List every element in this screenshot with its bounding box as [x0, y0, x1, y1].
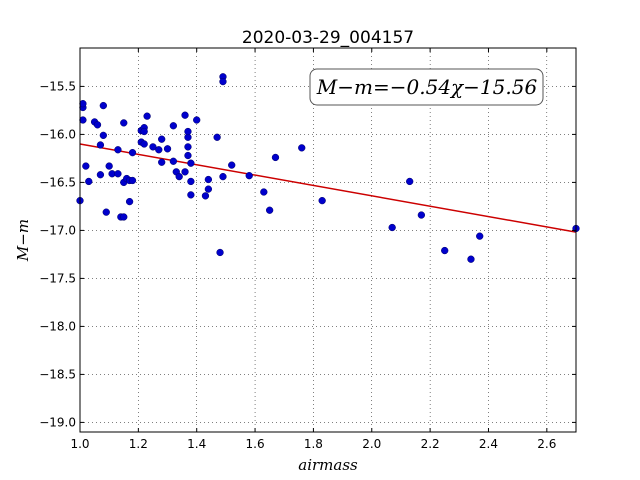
data-point: [93, 121, 102, 129]
data-point: [204, 175, 213, 184]
y-tick-label: −15.5: [39, 79, 76, 93]
y-tick-labels: −15.5 −16.0 −16.5 −17.0 −17.5 −18.0 −18.5 −19.0: [39, 79, 76, 429]
x-tick-label: 1.0: [70, 437, 89, 451]
data-point: [149, 143, 157, 151]
data-point: [163, 145, 172, 153]
data-point: [158, 135, 166, 143]
x-tick-label: 1.8: [304, 437, 323, 451]
data-point: [181, 111, 189, 119]
data-point: [476, 232, 484, 240]
axis-ticks: [79, 48, 576, 432]
data-point: [260, 188, 268, 196]
data-point: [169, 122, 178, 130]
data-point: [417, 211, 426, 219]
chart-title: 2020-03-29_004157: [242, 28, 414, 48]
data-point: [204, 185, 213, 193]
data-point: [187, 159, 195, 167]
y-tick-label: −18.5: [39, 367, 76, 381]
data-point: [169, 157, 178, 165]
axes-frame: [79, 47, 577, 433]
data-point: [102, 208, 110, 216]
data-point: [128, 148, 137, 157]
y-tick-label: −18.0: [39, 319, 76, 333]
data-point: [187, 191, 195, 199]
x-tick-label: 2.0: [362, 437, 381, 451]
data-point: [105, 162, 113, 170]
grid: [79, 48, 576, 432]
fit-equation-annotation: M−m=−0.54χ−15.56: [309, 68, 544, 106]
data-point: [467, 255, 475, 263]
y-tick-label: −17.5: [39, 271, 76, 285]
data-point: [143, 112, 151, 120]
data-point: [216, 248, 224, 257]
y-tick-label: −16.0: [39, 127, 76, 141]
data-point: [298, 144, 306, 152]
x-tick-label: 1.6: [246, 437, 265, 451]
data-point: [85, 177, 93, 186]
data-point: [213, 133, 221, 141]
data-point: [158, 158, 166, 166]
data-point: [114, 170, 122, 178]
data-point: [125, 197, 134, 206]
fit-line: [79, 143, 577, 233]
x-tick-label: 2.2: [421, 437, 440, 451]
data-point: [175, 172, 183, 181]
x-tick-label: 2.4: [479, 437, 498, 451]
annotation-text: M−m=−0.54χ−15.56: [316, 75, 538, 99]
data-point: [184, 143, 192, 151]
y-tick-label: −19.0: [39, 415, 76, 429]
data-point: [128, 176, 137, 185]
data-point: [193, 116, 201, 124]
data-point: [271, 153, 280, 162]
data-point: [318, 196, 326, 205]
data-point: [96, 171, 105, 179]
data-point: [245, 172, 253, 180]
data-point: [79, 116, 87, 124]
data-point: [388, 223, 396, 232]
x-tick-label: 1.4: [187, 437, 206, 451]
data-point: [96, 141, 105, 149]
data-point: [114, 146, 122, 154]
data-point: [79, 100, 87, 108]
data-point: [219, 172, 227, 181]
data-point: [187, 177, 195, 186]
data-point: [219, 77, 227, 86]
data-point: [99, 131, 107, 140]
data-point: [265, 206, 274, 214]
y-axis-label: M−m: [14, 219, 32, 262]
data-point: [181, 168, 189, 176]
data-point: [201, 192, 210, 200]
data-point: [184, 151, 192, 160]
x-tick-label: 1.2: [129, 437, 148, 451]
data-point: [120, 213, 128, 221]
data-point: [120, 119, 128, 127]
y-tick-label: −17.0: [39, 223, 76, 237]
data-point: [140, 140, 148, 148]
data-point: [441, 246, 449, 255]
x-axis-label: airmass: [298, 456, 358, 474]
x-tick-label: 2.6: [537, 437, 556, 451]
annotation-box: [309, 68, 544, 106]
data-point: [228, 161, 236, 169]
data-point: [406, 177, 414, 186]
data-point: [99, 101, 107, 110]
data-point: [155, 146, 163, 154]
x-tick-labels: 1.0 1.2 1.4 1.6 1.8 2.0 2.2 2.4 2.6: [70, 437, 556, 451]
data-point: [140, 127, 148, 136]
data-points: [76, 73, 580, 263]
data-point: [82, 162, 90, 170]
y-tick-label: −16.5: [39, 175, 76, 189]
data-point: [184, 127, 192, 136]
